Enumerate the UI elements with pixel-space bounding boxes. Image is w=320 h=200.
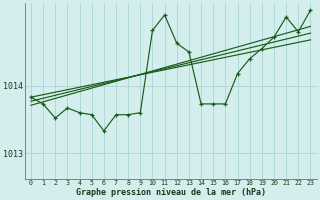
X-axis label: Graphe pression niveau de la mer (hPa): Graphe pression niveau de la mer (hPa) [76, 188, 266, 197]
